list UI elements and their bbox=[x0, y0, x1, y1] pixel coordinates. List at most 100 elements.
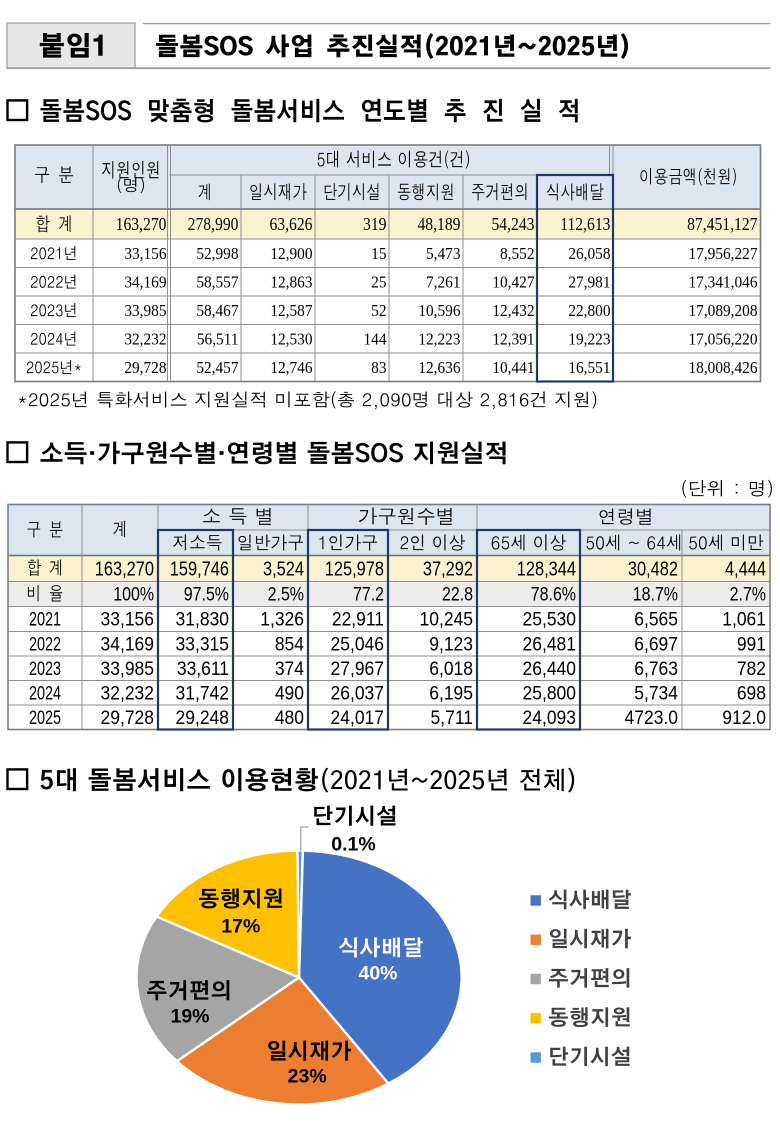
svg-text:991: 991 bbox=[737, 633, 766, 655]
svg-text:33,611: 33,611 bbox=[177, 657, 229, 679]
svg-text:1,326: 1,326 bbox=[260, 608, 304, 630]
svg-text:278,990: 278,990 bbox=[188, 214, 239, 234]
svg-text:48,189: 48,189 bbox=[417, 214, 460, 234]
svg-text:6,195: 6,195 bbox=[429, 682, 473, 704]
svg-text:5,711: 5,711 bbox=[431, 706, 473, 728]
svg-text:100%: 100% bbox=[113, 583, 154, 605]
svg-text:912.0: 912.0 bbox=[722, 706, 766, 728]
svg-text:112,613: 112,613 bbox=[560, 214, 610, 234]
svg-text:163,270: 163,270 bbox=[95, 557, 154, 580]
svg-text:319: 319 bbox=[363, 214, 386, 234]
svg-text:19%: 19% bbox=[170, 1006, 209, 1028]
svg-text:17,056,220: 17,056,220 bbox=[688, 331, 757, 349]
svg-text:2021: 2021 bbox=[29, 609, 61, 630]
svg-text:26,440: 26,440 bbox=[523, 657, 576, 679]
svg-text:698: 698 bbox=[737, 682, 766, 704]
svg-text:25,800: 25,800 bbox=[523, 682, 576, 704]
svg-text:2025: 2025 bbox=[29, 707, 61, 728]
svg-text:34,169: 34,169 bbox=[124, 274, 166, 292]
svg-text:18.7%: 18.7% bbox=[633, 583, 678, 605]
svg-text:32,232: 32,232 bbox=[101, 682, 154, 704]
svg-text:27,981: 27,981 bbox=[568, 274, 610, 292]
svg-text:97.5%: 97.5% bbox=[184, 583, 229, 605]
svg-text:163,270: 163,270 bbox=[116, 214, 167, 234]
svg-text:83: 83 bbox=[371, 360, 386, 378]
svg-text:4723.0: 4723.0 bbox=[625, 706, 678, 728]
svg-text:17,089,208: 17,089,208 bbox=[688, 303, 757, 321]
svg-text:37,292: 37,292 bbox=[423, 557, 473, 580]
svg-text:10,441: 10,441 bbox=[492, 360, 534, 378]
svg-text:8,552: 8,552 bbox=[500, 246, 535, 264]
svg-text:58,467: 58,467 bbox=[196, 303, 238, 321]
svg-text:128,344: 128,344 bbox=[517, 557, 576, 580]
svg-text:12,391: 12,391 bbox=[492, 331, 534, 349]
svg-text:25,046: 25,046 bbox=[331, 633, 384, 655]
svg-text:26,481: 26,481 bbox=[523, 633, 576, 655]
svg-text:31,742: 31,742 bbox=[176, 682, 229, 704]
svg-text:490: 490 bbox=[275, 682, 304, 704]
svg-text:34,169: 34,169 bbox=[101, 633, 154, 655]
svg-text:480: 480 bbox=[275, 706, 304, 728]
svg-text:854: 854 bbox=[275, 633, 304, 655]
svg-text:33,315: 33,315 bbox=[176, 633, 229, 655]
svg-text:54,243: 54,243 bbox=[491, 214, 534, 234]
svg-text:2.5%: 2.5% bbox=[268, 583, 304, 605]
svg-text:0.1%: 0.1% bbox=[331, 834, 375, 856]
svg-text:10,427: 10,427 bbox=[492, 274, 534, 292]
svg-text:5,734: 5,734 bbox=[634, 682, 678, 704]
svg-text:4,444: 4,444 bbox=[725, 557, 766, 580]
svg-text:22,911: 22,911 bbox=[332, 608, 384, 630]
svg-text:2023: 2023 bbox=[29, 658, 61, 679]
svg-text:29,728: 29,728 bbox=[124, 360, 166, 378]
svg-text:18,008,426: 18,008,426 bbox=[688, 360, 757, 378]
svg-text:24,093: 24,093 bbox=[523, 706, 576, 728]
svg-text:7,261: 7,261 bbox=[426, 274, 461, 292]
svg-text:29,728: 29,728 bbox=[101, 706, 154, 728]
svg-text:15: 15 bbox=[371, 246, 386, 264]
svg-text:12,863: 12,863 bbox=[270, 274, 312, 292]
svg-text:58,557: 58,557 bbox=[196, 274, 238, 292]
svg-text:33,985: 33,985 bbox=[101, 657, 154, 679]
svg-text:2022: 2022 bbox=[29, 634, 61, 655]
svg-text:23%: 23% bbox=[288, 1065, 327, 1087]
svg-text:27,967: 27,967 bbox=[331, 657, 384, 679]
svg-text:12,587: 12,587 bbox=[270, 303, 312, 321]
svg-text:24,017: 24,017 bbox=[331, 706, 384, 728]
svg-text:25,530: 25,530 bbox=[523, 608, 576, 630]
svg-text:9,123: 9,123 bbox=[429, 633, 473, 655]
svg-text:6,697: 6,697 bbox=[634, 633, 678, 655]
svg-text:3,524: 3,524 bbox=[263, 557, 304, 580]
svg-text:159,746: 159,746 bbox=[170, 557, 229, 580]
svg-text:125,978: 125,978 bbox=[325, 557, 384, 580]
svg-text:25: 25 bbox=[371, 274, 386, 292]
svg-text:32,232: 32,232 bbox=[124, 331, 166, 349]
svg-text:33,156: 33,156 bbox=[101, 608, 154, 630]
svg-text:52: 52 bbox=[371, 303, 386, 321]
svg-text:26,058: 26,058 bbox=[568, 246, 610, 264]
svg-text:6,565: 6,565 bbox=[634, 608, 678, 630]
svg-text:52,998: 52,998 bbox=[196, 246, 238, 264]
svg-text:17%: 17% bbox=[221, 916, 260, 938]
svg-text:1,061: 1,061 bbox=[722, 608, 766, 630]
svg-text:374: 374 bbox=[275, 657, 304, 679]
svg-text:77.2: 77.2 bbox=[353, 583, 384, 605]
svg-text:10,245: 10,245 bbox=[420, 608, 473, 630]
svg-text:12,900: 12,900 bbox=[270, 246, 312, 264]
svg-text:56,511: 56,511 bbox=[197, 331, 239, 349]
svg-text:29,248: 29,248 bbox=[176, 706, 229, 728]
svg-text:12,530: 12,530 bbox=[270, 331, 312, 349]
svg-text:2024: 2024 bbox=[29, 683, 61, 704]
svg-text:17,956,227: 17,956,227 bbox=[688, 246, 757, 264]
svg-text:19,223: 19,223 bbox=[568, 331, 610, 349]
svg-text:12,636: 12,636 bbox=[418, 360, 460, 378]
svg-text:52,457: 52,457 bbox=[196, 360, 238, 378]
svg-text:10,596: 10,596 bbox=[418, 303, 460, 321]
svg-text:40%: 40% bbox=[358, 963, 397, 985]
svg-text:22,800: 22,800 bbox=[568, 303, 610, 321]
svg-text:63,626: 63,626 bbox=[269, 214, 312, 234]
svg-text:6,018: 6,018 bbox=[429, 657, 473, 679]
svg-text:12,223: 12,223 bbox=[418, 331, 460, 349]
svg-text:33,985: 33,985 bbox=[124, 303, 166, 321]
svg-text:12,432: 12,432 bbox=[492, 303, 534, 321]
svg-text:30,482: 30,482 bbox=[628, 557, 678, 580]
